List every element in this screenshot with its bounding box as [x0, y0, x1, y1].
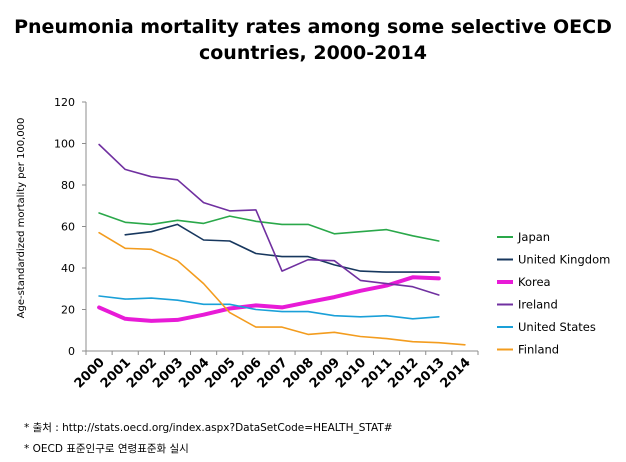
y-tick-label: 80 [61, 179, 75, 192]
series-line-united-states [98, 295, 440, 320]
legend-label-united-kingdom: United Kingdom [518, 253, 610, 267]
y-tick-label: 40 [61, 262, 75, 275]
series-lines [97, 143, 466, 346]
legend-label-korea: Korea [518, 275, 551, 289]
series-line-united-kingdom [124, 223, 440, 273]
series-line-ireland [98, 143, 440, 296]
legend-label-finland: Finland [518, 343, 559, 357]
source-note: * 출처 : http://stats.oecd.org/index.aspx?… [24, 422, 393, 434]
y-tick-label: 60 [61, 221, 75, 234]
y-tick-label: 120 [54, 96, 75, 109]
axes [82, 101, 479, 355]
x-tick-labels: 2000200120022003200420052006200720082009… [72, 355, 474, 391]
legend-label-ireland: Ireland [518, 298, 558, 312]
y-tick-label: 100 [54, 138, 75, 151]
series-line-korea [97, 275, 441, 323]
series-line-finland [98, 231, 466, 346]
y-axis-label: Age-standardized mortality per 100,000 [16, 118, 27, 319]
series-line-japan [98, 212, 440, 242]
y-tick-label: 20 [61, 304, 75, 317]
chart-title-line2: countries, 2000-2014 [198, 42, 427, 64]
y-tick-label: 0 [68, 345, 75, 358]
y-tick-labels: 0 20 40 60 80 100 120 [54, 96, 75, 358]
chart-title: Pneumonia mortality rates among some sel… [14, 16, 612, 38]
legend-label-united-states: United States [518, 320, 596, 334]
legend: Japan United Kingdom Korea Ireland United St… [497, 230, 610, 357]
x-tick-label: 2014 [438, 355, 474, 391]
method-note: * OECD 표준인구로 연령표준화 실시 [24, 443, 189, 455]
legend-label-japan: Japan [517, 230, 550, 244]
